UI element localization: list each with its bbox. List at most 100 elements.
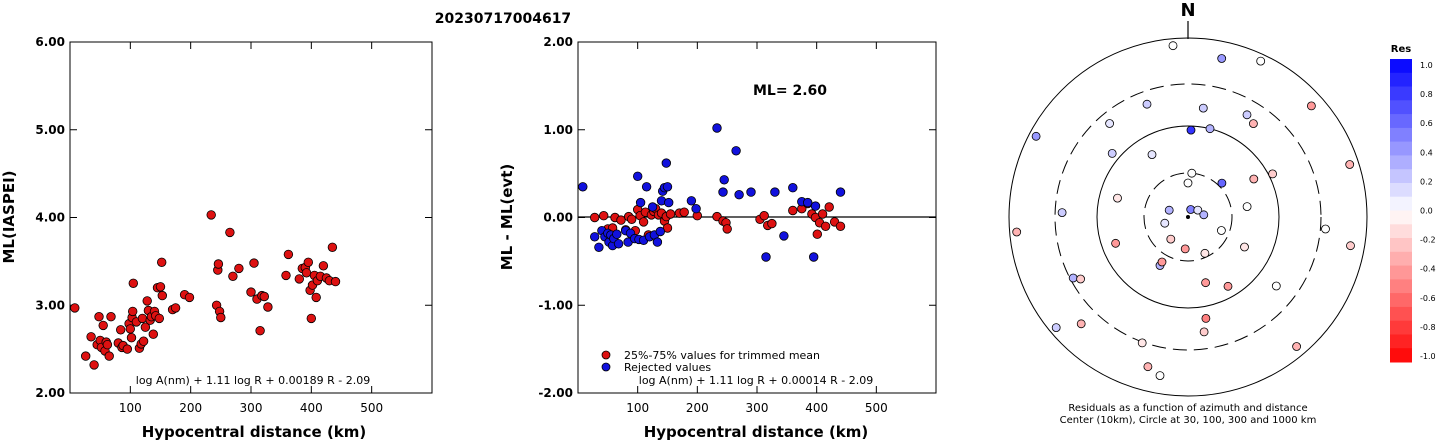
x-tick-label: 500 — [865, 401, 888, 415]
legend-trimmed-marker — [601, 350, 611, 360]
y-tick-label: -2.00 — [538, 386, 573, 400]
colorbar-tick-label: 0.6 — [1420, 119, 1433, 128]
data-point — [761, 252, 771, 262]
north-label: N — [1180, 0, 1195, 21]
circle-100km — [1096, 125, 1280, 309]
station-marker — [1321, 224, 1330, 234]
y-tick-label: 0.00 — [543, 211, 573, 225]
formula-label: log A(nm) + 1.11 log R + 0.00014 R - 2.0… — [639, 374, 873, 387]
station-marker — [1137, 338, 1147, 348]
plot-frame — [69, 41, 433, 394]
x-tick-label: 500 — [360, 401, 383, 415]
data-point — [767, 218, 777, 229]
colorbar-cell — [1390, 293, 1412, 308]
station-marker — [1142, 99, 1152, 109]
station-marker — [1193, 205, 1203, 215]
station-marker — [1147, 150, 1157, 160]
colorbar-tick-label: 0.4 — [1420, 148, 1433, 157]
figure-title: 20230717004617 — [435, 11, 571, 27]
data-point — [283, 249, 294, 260]
station-marker — [1199, 327, 1209, 337]
station-marker — [1201, 313, 1211, 323]
x-tick-label: 300 — [240, 401, 263, 415]
data-point — [306, 313, 317, 324]
colorbar-cell — [1390, 224, 1412, 239]
data-point — [665, 209, 676, 219]
colorbar-cell — [1390, 86, 1412, 101]
colorbar-tick-label: -0.2 — [1420, 236, 1436, 245]
colorbar-tick-label: -0.8 — [1420, 323, 1436, 332]
data-point — [817, 209, 828, 219]
station-marker — [1217, 226, 1226, 235]
station-marker — [1200, 248, 1210, 258]
y-tick-label: 1.00 — [543, 123, 573, 137]
colorbar-tick-label: 0.8 — [1420, 90, 1433, 99]
data-point — [330, 276, 341, 287]
data-point — [803, 197, 813, 208]
colorbar-cell — [1390, 210, 1412, 225]
colorbar-cell — [1390, 320, 1412, 335]
x-tick-label: 200 — [179, 401, 202, 415]
data-point — [94, 312, 104, 322]
circle-300km — [1054, 83, 1322, 351]
data-point — [746, 187, 756, 197]
station-marker — [1143, 362, 1153, 372]
station-marker — [1345, 160, 1355, 169]
y-tick-label: 2.00 — [543, 35, 573, 49]
data-point — [647, 202, 658, 212]
legend-rejected-label: Rejected values — [624, 361, 711, 374]
station-marker — [1057, 208, 1067, 218]
colorbar-labels: 1.0 0.8 0.6 0.4 0.2 0.0 -0.2 -0.4 -0.6 -0.8 -1.0 — [1420, 61, 1436, 361]
station-marker — [1166, 234, 1176, 244]
station-marker — [1105, 119, 1114, 128]
data-point — [812, 229, 823, 239]
data-point — [157, 290, 168, 301]
station-marker — [1217, 54, 1227, 63]
data-point — [770, 187, 780, 197]
legend-rejected-marker — [601, 362, 611, 372]
data-point — [115, 325, 126, 335]
data-point — [779, 231, 789, 241]
data-point — [578, 182, 588, 192]
colorbar-cell — [1390, 251, 1412, 267]
axis-ticks: 100 200 300 400 500 -2.00 -1.00 0.00 1.00 2.00 — [538, 35, 936, 415]
station-marker — [1346, 241, 1355, 251]
colorbar-tick-label: -1.0 — [1420, 352, 1436, 361]
station-marker — [1186, 125, 1196, 135]
x-tick-label: 300 — [746, 401, 769, 415]
colorbar-cell — [1390, 306, 1412, 322]
residual-colorbar: Res 1.0 0.8 0.6 0.4 0.2 0.0 -0.2 -0.4 -0.6 -0.8 -1… — [1390, 44, 1436, 363]
station-marker — [1187, 168, 1197, 178]
data-point — [127, 306, 138, 317]
station-marker — [1051, 323, 1061, 333]
station-marker — [1256, 56, 1266, 66]
x-tick-label: 400 — [805, 401, 828, 415]
colorbar-cell — [1390, 238, 1412, 253]
x-axis-label: Hypocentral distance (km) — [142, 423, 367, 441]
x-tick-label: 400 — [300, 401, 323, 415]
data-point — [140, 322, 151, 332]
data-point — [126, 333, 137, 343]
station-marker — [1031, 131, 1041, 141]
data-point — [156, 257, 167, 268]
data-point — [86, 332, 96, 342]
station-marker — [1268, 169, 1277, 179]
colorbar-cell — [1390, 59, 1412, 74]
data-point — [70, 303, 80, 313]
ml-residual-vs-distance-chart: ML - ML(evt) Hypocentral distance (km) M… — [498, 35, 937, 441]
station-marker — [1249, 174, 1259, 184]
data-point — [102, 340, 113, 350]
data-point — [98, 320, 108, 331]
data-point — [718, 187, 728, 197]
data-point — [731, 146, 741, 156]
data-point — [106, 312, 116, 322]
data-point — [719, 175, 729, 185]
data-point — [759, 210, 769, 221]
data-point — [234, 263, 244, 274]
caption-line-2: Center (10km), Circle at 30, 100, 300 an… — [1060, 415, 1317, 426]
data-point — [225, 227, 235, 238]
data-point — [281, 270, 291, 281]
y-tick-label: 5.00 — [35, 123, 65, 137]
data-point — [641, 182, 652, 192]
data-point — [613, 239, 624, 249]
